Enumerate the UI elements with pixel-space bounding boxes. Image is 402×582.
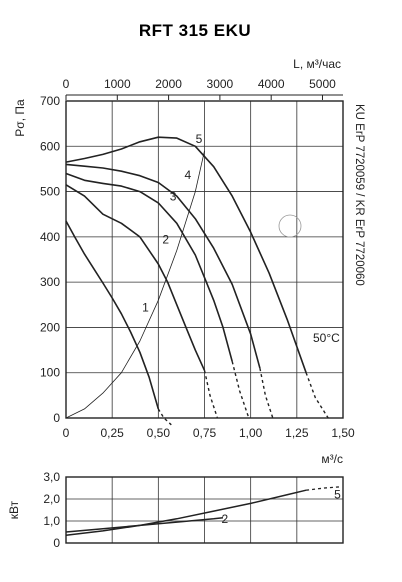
- power-plot: 0 1,0 2,0 3,0 кВт 2 5: [7, 470, 344, 550]
- power-y-tick-label: 1,0: [43, 514, 60, 528]
- chart-title: RFT 315 EKU: [139, 21, 251, 40]
- power-plot-frame: [65, 476, 344, 544]
- curve-label-3: 3: [170, 190, 177, 204]
- fan-curve-extension-4: [259, 368, 274, 419]
- y-tick-label: 0: [53, 411, 60, 425]
- y-tick-label: 600: [40, 139, 60, 153]
- top-axis-tick-label: 5000: [309, 77, 336, 91]
- system-curve: [65, 150, 205, 419]
- power-curve-label-5: 5: [334, 488, 341, 502]
- curve-label-1: 1: [142, 301, 149, 315]
- power-curve-extension-5: [306, 486, 340, 491]
- top-axis-tick-label: 2000: [155, 77, 182, 91]
- fan-curve-extension-1: [157, 408, 172, 426]
- y-tick-label: 500: [40, 185, 60, 199]
- fan-curve-1: [65, 220, 160, 410]
- top-axis-tick-label: 3000: [207, 77, 234, 91]
- x-tick-label: 1,00: [239, 426, 263, 440]
- temperature-label: 50°C: [313, 331, 340, 345]
- curve-label-5: 5: [196, 132, 203, 146]
- power-curve-label-2: 2: [221, 512, 228, 526]
- fan-curve-3: [65, 172, 233, 362]
- x-tick-label: 0,50: [147, 426, 171, 440]
- fan-curve-4: [65, 163, 261, 369]
- top-axis-label: L, м³/час: [293, 57, 341, 71]
- fan-curve-extension-2: [203, 370, 219, 419]
- power-y-tick-label: 3,0: [43, 470, 60, 484]
- power-y-tick-label: 0: [53, 536, 60, 550]
- fan-curve-extension-3: [231, 361, 250, 419]
- top-axis-tick-label: 4000: [258, 77, 285, 91]
- curve-label-2: 2: [162, 233, 169, 247]
- marker-circle: [278, 214, 302, 238]
- y-tick-label: 300: [40, 275, 60, 289]
- y-tick-label: 400: [40, 230, 60, 244]
- y-axis-label: Pσ, Па: [13, 99, 27, 137]
- plot-frame: [65, 100, 344, 419]
- top-axis-tick-label: 1000: [104, 77, 131, 91]
- y-tick-label: 100: [40, 366, 60, 380]
- y-tick-label: 700: [40, 94, 60, 108]
- x-axis-label: м³/с: [321, 452, 343, 466]
- y-tick-label: 200: [40, 320, 60, 334]
- side-label: KU ErP 7720059 / KR ErP 7720060: [353, 104, 365, 286]
- x-tick-label: 0,25: [100, 426, 124, 440]
- x-tick-label: 1,50: [331, 426, 355, 440]
- fan-curve-2: [65, 184, 206, 371]
- fan-curve-5: [65, 136, 307, 373]
- power-y-tick-label: 2,0: [43, 492, 60, 506]
- power-curve-2: [65, 516, 224, 533]
- x-tick-label: 0,75: [193, 426, 217, 440]
- fan-curve-extension-5: [305, 372, 329, 419]
- power-curve-5: [65, 489, 307, 537]
- power-y-axis-label: кВт: [7, 500, 21, 519]
- x-tick-label: 0: [63, 426, 70, 440]
- curve-label-4: 4: [185, 168, 192, 182]
- top-axis-tick-label: 0: [63, 77, 70, 91]
- x-tick-label: 1,25: [285, 426, 309, 440]
